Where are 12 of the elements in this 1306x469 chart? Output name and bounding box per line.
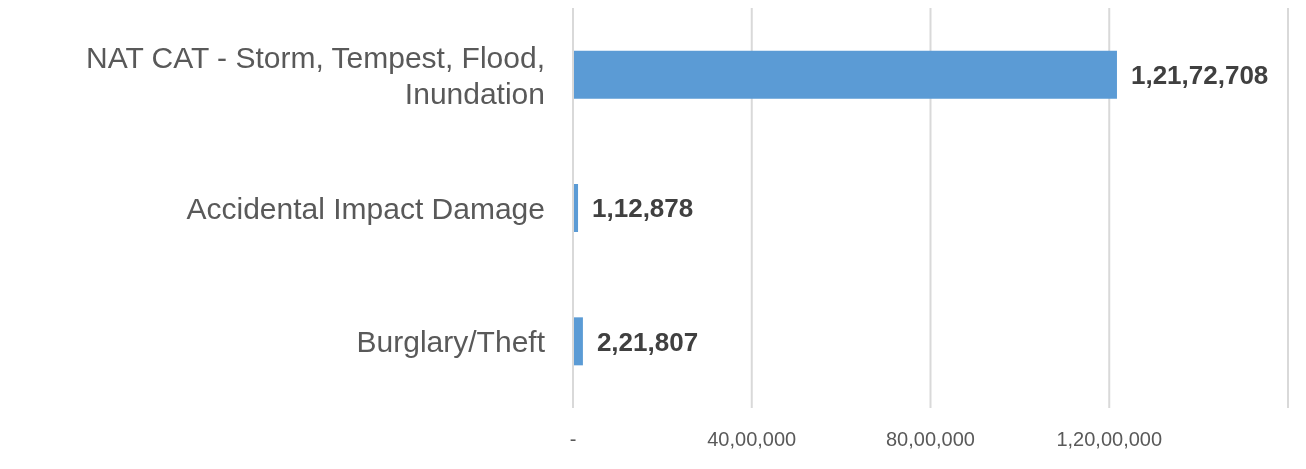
data-label: 2,21,807 [596, 326, 699, 357]
x-tick-label: 1,20,00,000 [1056, 428, 1163, 451]
bar [573, 317, 583, 366]
x-tick-label: 40,00,000 [707, 428, 797, 451]
data-label: 1,12,878 [592, 193, 694, 224]
x-tick-label: 80,00,000 [886, 428, 975, 451]
data-label: 1,21,72,708 [1130, 59, 1269, 90]
bar [573, 50, 1117, 99]
x-tick-label: - [569, 428, 577, 451]
y-tick-label: Burglary/Theft [356, 324, 546, 358]
y-tick-label: Accidental Impact Damage [186, 191, 545, 225]
y-tick-label: NAT CAT - Storm, Tempest, Flood, Inundation [85, 40, 545, 110]
